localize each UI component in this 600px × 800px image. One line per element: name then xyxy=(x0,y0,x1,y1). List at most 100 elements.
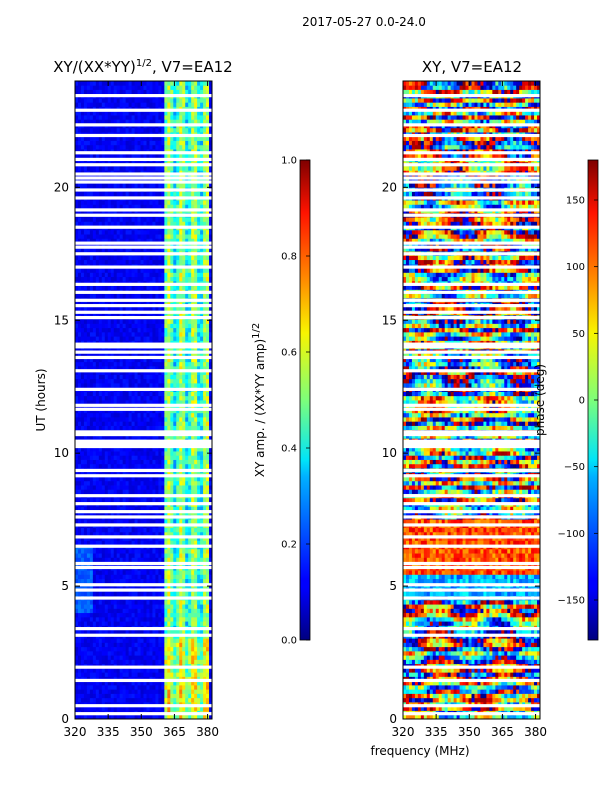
amp-cell xyxy=(158,259,162,265)
amp-cell xyxy=(107,548,112,554)
amp-cell xyxy=(161,604,165,609)
amp-cell xyxy=(110,400,115,405)
amp-cell xyxy=(92,425,97,431)
amp-cell xyxy=(167,391,171,397)
amp-cell xyxy=(209,714,212,719)
amp-cell xyxy=(83,676,88,682)
amp-cell xyxy=(161,446,165,452)
amp-cell xyxy=(167,638,171,643)
amp-cell xyxy=(158,272,162,278)
amp-cell xyxy=(188,570,192,575)
amp-cell xyxy=(203,659,207,665)
amp-cell xyxy=(92,557,97,563)
amp-cell xyxy=(185,667,189,673)
amp-cell xyxy=(170,506,174,511)
amp-cell xyxy=(113,378,118,384)
amp-cell xyxy=(83,319,88,324)
amp-cell xyxy=(152,434,156,439)
amp-cell xyxy=(167,459,171,465)
amp-cell xyxy=(182,672,186,677)
amp-cell xyxy=(86,646,91,652)
amp-cell xyxy=(188,293,192,299)
amp-cell xyxy=(125,259,130,265)
amp-cell xyxy=(161,612,165,618)
amp-cell xyxy=(200,293,204,299)
amp-cell xyxy=(152,451,156,456)
amp-cell xyxy=(197,361,201,367)
amp-cell xyxy=(122,650,127,656)
amp-cell xyxy=(134,676,138,682)
amp-cell xyxy=(107,506,112,511)
amp-cell xyxy=(107,612,112,618)
amp-cell xyxy=(161,519,165,524)
amp-cell xyxy=(182,451,186,456)
amp-cell xyxy=(191,591,195,597)
amp-cell xyxy=(92,417,97,422)
amp-cell xyxy=(158,382,162,388)
amp-cell xyxy=(77,268,82,273)
amp-cell xyxy=(188,693,192,699)
amp-cell xyxy=(131,608,135,614)
amp-cell xyxy=(119,395,124,401)
amp-cell xyxy=(119,599,124,605)
amp-cell xyxy=(83,459,88,465)
amp-cell xyxy=(164,693,168,699)
amp-cell xyxy=(203,489,207,494)
amp-cell xyxy=(113,714,118,719)
amp-cell xyxy=(110,353,115,358)
amp-cell xyxy=(140,548,144,554)
amp-cell xyxy=(161,365,165,371)
amp-cell xyxy=(149,425,153,431)
amp-cell xyxy=(176,548,180,554)
amp-cell xyxy=(152,489,156,494)
amp-cell xyxy=(107,268,112,273)
amp-cell xyxy=(161,391,165,397)
amp-cell xyxy=(104,459,109,465)
amp-cell xyxy=(158,659,162,665)
amp-cell xyxy=(101,319,106,324)
amp-cell xyxy=(158,412,162,418)
amp-cell xyxy=(110,697,115,703)
amp-cell xyxy=(95,395,100,401)
amp-cell xyxy=(119,353,124,358)
amp-cell xyxy=(107,365,112,371)
amp-cell xyxy=(209,642,212,648)
amp-cell xyxy=(83,480,88,486)
amp-cell xyxy=(110,578,115,584)
amp-cell xyxy=(101,616,106,622)
amp-cell xyxy=(149,697,153,703)
amp-cell xyxy=(86,642,91,648)
amp-cell xyxy=(182,638,186,643)
amp-cell xyxy=(86,459,91,465)
amp-cell xyxy=(95,353,100,358)
amp-cell xyxy=(125,578,130,584)
amp-cell xyxy=(125,616,130,622)
amp-cell xyxy=(185,306,189,312)
amp-cell xyxy=(122,421,127,426)
amp-cell xyxy=(191,557,195,563)
amp-cell xyxy=(89,531,94,537)
amp-cell xyxy=(122,697,127,703)
amp-cell xyxy=(200,621,204,626)
amp-cell xyxy=(131,574,135,580)
amp-cell xyxy=(89,276,94,282)
amp-cell xyxy=(161,353,165,358)
amp-cell xyxy=(209,476,212,482)
amp-cell xyxy=(167,684,171,690)
amp-cell xyxy=(206,676,210,682)
amp-cell xyxy=(206,285,210,290)
amp-cell xyxy=(107,395,112,401)
amp-cell xyxy=(122,463,127,469)
amp-cell xyxy=(128,374,132,380)
amp-cell xyxy=(98,680,103,686)
amp-cell xyxy=(140,604,144,609)
amp-cell xyxy=(75,697,79,703)
amp-cell xyxy=(101,378,106,384)
amp-cell xyxy=(101,693,106,699)
amp-cell xyxy=(170,451,174,456)
amp-cell xyxy=(155,480,159,486)
amp-cell xyxy=(158,361,162,367)
amp-cell xyxy=(146,382,150,388)
amp-cell xyxy=(128,327,132,333)
amp-cell xyxy=(131,421,135,426)
